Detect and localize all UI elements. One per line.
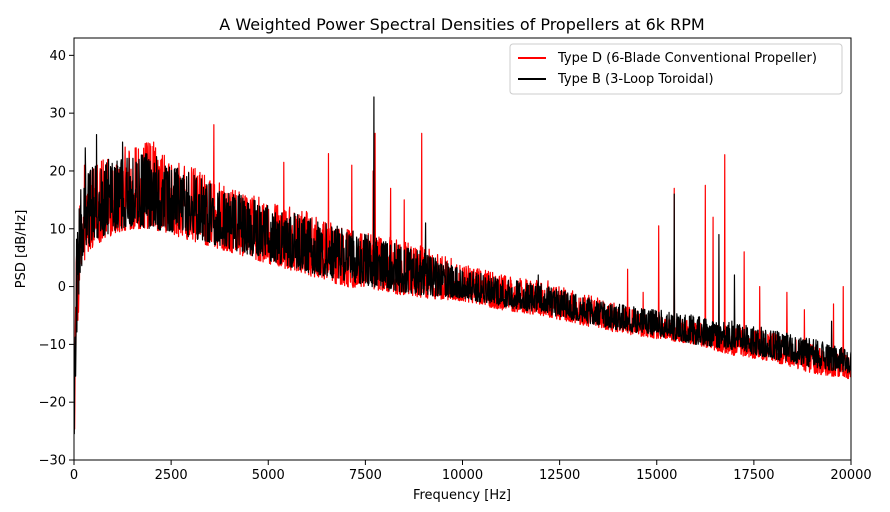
legend-box bbox=[509, 43, 843, 95]
y-tick-label: 20 bbox=[49, 164, 66, 179]
legend-label-type-b: Type B (3-Loop Toroidal) bbox=[557, 72, 714, 87]
x-tick-label: 15000 bbox=[636, 468, 677, 483]
chart-title: A Weighted Power Spectral Densities of P… bbox=[219, 15, 704, 34]
x-tick-label: 17500 bbox=[733, 468, 774, 483]
x-tick-label: 2500 bbox=[155, 468, 188, 483]
legend-label-type-d: Type D (6-Blade Conventional Propeller) bbox=[557, 51, 817, 66]
y-tick-label: 10 bbox=[49, 222, 66, 237]
x-axis-label: Frequency [Hz] bbox=[413, 488, 511, 503]
series-layer bbox=[74, 96, 851, 435]
y-tick-label: 30 bbox=[49, 107, 66, 122]
y-axis: −30 −20 −10 0 10 20 30 40 bbox=[39, 49, 74, 469]
y-tick-label: −10 bbox=[39, 338, 66, 353]
y-axis-label: PSD [dB/Hz] bbox=[14, 210, 29, 289]
x-axis: 0 2500 5000 7500 10000 12500 15000 17500 20000 bbox=[70, 460, 872, 483]
x-tick-label: 5000 bbox=[252, 468, 285, 483]
x-tick-label: 20000 bbox=[830, 468, 871, 483]
x-tick-label: 12500 bbox=[539, 468, 580, 483]
y-tick-label: 0 bbox=[58, 280, 66, 295]
y-tick-label: −30 bbox=[39, 454, 66, 469]
x-tick-label: 7500 bbox=[349, 468, 382, 483]
x-tick-label: 10000 bbox=[442, 468, 483, 483]
legend: Type D (6-Blade Conventional Propeller) … bbox=[509, 43, 843, 95]
x-tick-label: 0 bbox=[70, 468, 78, 483]
y-tick-label: 40 bbox=[49, 49, 66, 64]
series-line-type-b bbox=[74, 96, 851, 435]
y-tick-label: −20 bbox=[39, 396, 66, 411]
